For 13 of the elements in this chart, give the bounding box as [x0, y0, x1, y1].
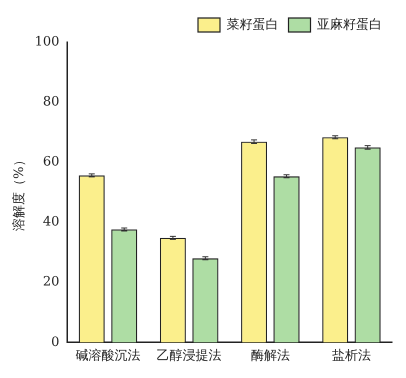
y-tick-label: 40 [42, 214, 60, 230]
x-tick-label: 盐析法 [332, 348, 371, 364]
y-axis-title: 溶解度（%） [11, 154, 28, 231]
y-tick-label: 80 [42, 94, 60, 110]
x-tick-label: 碱溶酸沉法 [75, 348, 140, 364]
y-tick-label: 20 [42, 274, 60, 290]
x-tick-label: 乙醇浸提法 [156, 348, 222, 364]
legend-label: 菜籽蛋白 [226, 17, 278, 32]
y-tick-label: 60 [42, 154, 60, 170]
y-tick-label: 100 [34, 34, 60, 50]
legend-label: 亚麻籽蛋白 [317, 17, 382, 32]
x-tick-label: 酶解法 [250, 348, 290, 364]
y-tick-label: 0 [51, 334, 60, 350]
